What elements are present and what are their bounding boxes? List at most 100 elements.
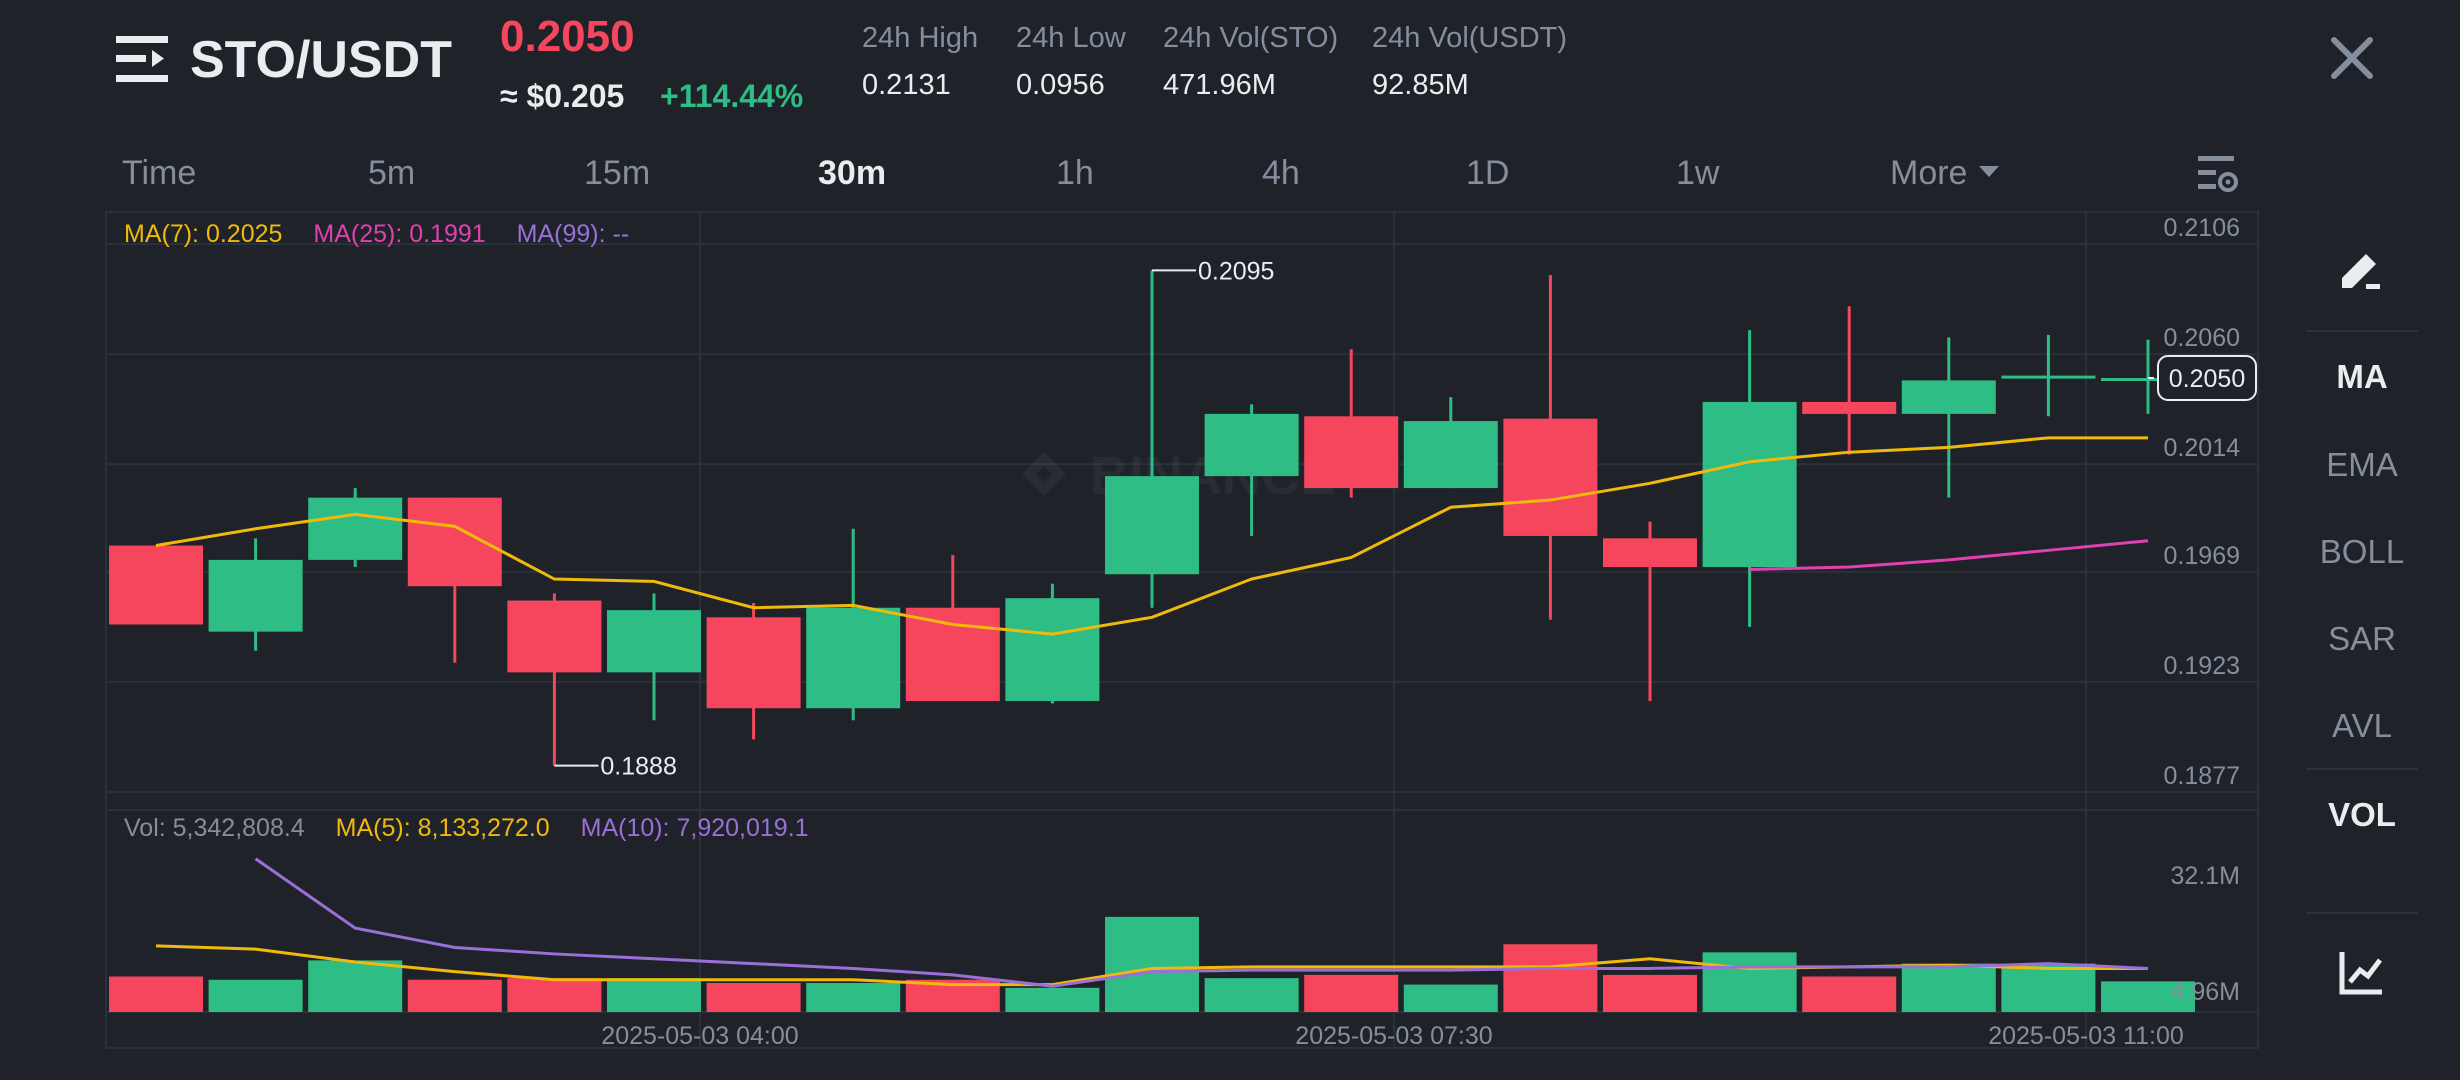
tab-15m[interactable]: 15m [584, 154, 651, 192]
price-tick-label: 0.1969 [2164, 542, 2240, 570]
draw-pen-icon[interactable] [2336, 244, 2386, 294]
ma7-line [155, 436, 2148, 636]
menu-icon[interactable] [116, 36, 168, 82]
vol-ma10-line [254, 857, 2149, 988]
volume-bar [109, 976, 203, 1012]
indicator-vol[interactable]: VOL [2328, 796, 2396, 833]
stat-label: 24h Low [1016, 22, 1126, 54]
volume-bar [1403, 984, 1498, 1012]
indicator-ma[interactable]: MA [2336, 358, 2388, 395]
indicator-sar[interactable]: SAR [2328, 620, 2396, 657]
volume-bar [607, 978, 701, 1012]
stat-24h-vol-usdt: 24h Vol(USDT) 92.85M [1372, 22, 1567, 102]
indicator-boll[interactable]: BOLL [2319, 533, 2405, 570]
volume-bar [1702, 952, 1797, 1012]
stat-value: 92.85M [1372, 69, 1469, 101]
stat-value: 0.0956 [1016, 69, 1105, 101]
price-tick-label: 0.1923 [2164, 652, 2240, 680]
low-price-label: 0.1888 [600, 753, 676, 781]
current-price-label: 0.2050 [2169, 365, 2245, 393]
volume-bar [2101, 981, 2195, 1012]
chart-type-icon[interactable] [2338, 948, 2386, 996]
indicator-ema[interactable]: EMA [2326, 446, 2398, 483]
price-tick-label: 0.2014 [2164, 434, 2241, 462]
tab-time[interactable]: Time [122, 154, 197, 192]
current-price-tag [2157, 355, 2257, 402]
chart-frame [105, 211, 2259, 1049]
close-icon[interactable] [2328, 34, 2376, 82]
volume-bar [1304, 974, 1399, 1012]
volume-bar [1901, 963, 1996, 1012]
candle-body [1503, 418, 1598, 536]
volume-bar [208, 979, 303, 1012]
candle-body [1702, 401, 1797, 568]
last-price: 0.2050 [500, 12, 635, 61]
high-price-label: 0.2095 [1198, 257, 1274, 285]
indicator-avl[interactable]: AVL [2332, 707, 2392, 744]
volume-bar [1105, 916, 1199, 1012]
legend-volume: Vol: 5,342,808.4 [124, 814, 305, 842]
axis-labels: 0.2106 0.2060 0.2014 0.1969 0.1923 0.1877 32.1… [554, 214, 2257, 1050]
ma25-line [1749, 539, 2149, 571]
volume-bars [109, 916, 2195, 1012]
tab-more[interactable]: More [1890, 154, 2000, 193]
candle-body [1901, 380, 1996, 414]
stat-24h-high: 24h High 0.2131 [862, 22, 978, 102]
volume-bar [308, 960, 403, 1012]
candle-body [1603, 538, 1697, 568]
time-tick-label: 2025-05-03 11:00 [1988, 1022, 2184, 1050]
tab-4h[interactable]: 4h [1262, 154, 1300, 192]
usd-price: ≈ $0.205 [500, 78, 625, 114]
candlestick-series [109, 270, 2195, 766]
tab-more-label: More [1890, 154, 1968, 192]
legend-vol-ma5: MA(5): 8,133,272.0 [335, 814, 550, 842]
price-chart[interactable]: BINANCE 0.21060.20600.20140.19690.19230.… [0, 0, 2300, 1080]
candle-body [1304, 416, 1399, 489]
candle-body [806, 607, 901, 709]
volume-bar [1802, 976, 1897, 1012]
price-tick-label: 0.1877 [2164, 762, 2240, 790]
legend-ma25: MA(25): 0.1991 [313, 220, 486, 248]
candle-body [2101, 378, 2195, 382]
volume-bar [407, 979, 502, 1012]
stat-value: 471.96M [1163, 69, 1276, 101]
divider [2306, 330, 2418, 332]
tab-30m[interactable]: 30m [818, 154, 887, 192]
price-tick-label: 0.2106 [2164, 214, 2240, 242]
tab-1d[interactable]: 1D [1466, 154, 1510, 192]
candle-body [1005, 598, 1100, 702]
stat-24h-vol-sto: 24h Vol(STO) 471.96M [1163, 22, 1338, 102]
volume-bar [706, 982, 801, 1012]
volume-bar [1005, 987, 1100, 1012]
stat-label: 24h Vol(STO) [1163, 22, 1339, 54]
candle-body [109, 545, 203, 625]
tab-1h[interactable]: 1h [1056, 154, 1094, 192]
legend-ma7: MA(7): 0.2025 [124, 220, 283, 248]
price-tick-label: 0.2060 [2164, 324, 2240, 352]
divider [2306, 768, 2418, 770]
stat-value: 0.2131 [862, 69, 951, 101]
candle-body [407, 497, 502, 587]
candle-body [208, 559, 303, 632]
price-change-percent: +114.44% [660, 78, 804, 114]
candle-body [1403, 421, 1498, 489]
caret-down-icon [1979, 165, 2000, 177]
stat-label: 24h High [862, 22, 979, 54]
candle-body [308, 497, 403, 560]
candle-body [507, 600, 602, 673]
time-tick-label: 2025-05-03 04:00 [601, 1022, 798, 1050]
chart-settings-icon[interactable] [2196, 152, 2240, 196]
divider [2306, 912, 2418, 914]
stat-label: 24h Vol(USDT) [1372, 22, 1568, 54]
candle-body [1802, 401, 1897, 414]
candle-body [1204, 413, 1299, 477]
volume-bar [2001, 963, 2096, 1012]
trading-pair-title[interactable]: STO/USDT [190, 31, 452, 89]
candle-body [706, 617, 801, 709]
volume-bar [507, 978, 602, 1012]
candle-body [607, 610, 701, 673]
tab-5m[interactable]: 5m [368, 154, 416, 192]
tab-1w[interactable]: 1w [1676, 154, 1720, 192]
legend-vol-ma10: MA(10): 7,920,019.1 [580, 814, 809, 842]
stat-24h-low: 24h Low 0.0956 [1016, 22, 1126, 102]
